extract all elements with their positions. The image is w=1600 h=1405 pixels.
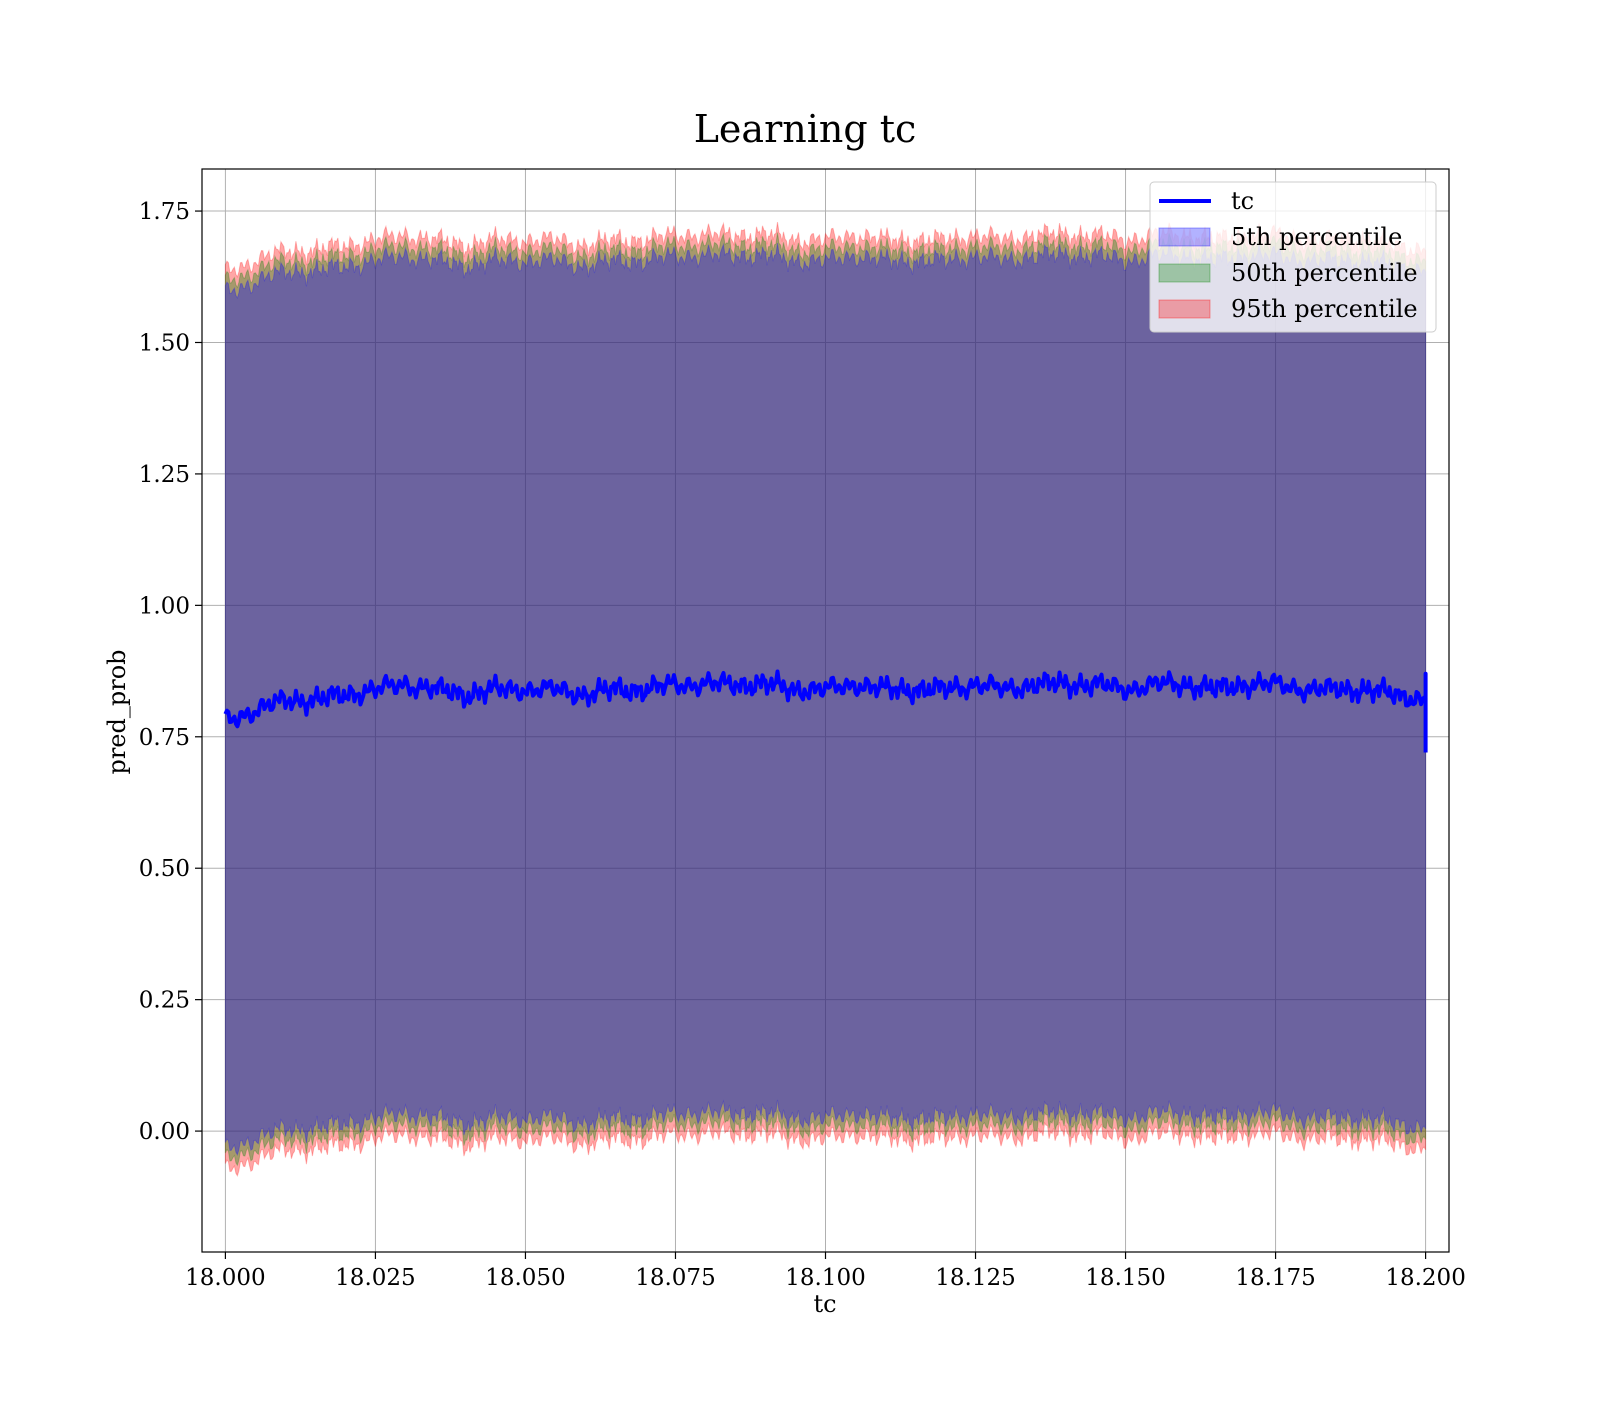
legend-swatch-5th [1158,227,1211,247]
x-tick-label: 18.175 [1235,1265,1315,1291]
band-95th-percentile [224,221,1427,1178]
y-axis-label: pred_prob [103,649,131,774]
x-tick-label: 18.100 [785,1265,865,1291]
band-50th-percentile [224,232,1427,1167]
legend-box [1149,181,1437,333]
legend-label-5th: 5th percentile [1231,223,1402,251]
y-tick-label: 0.50 [139,856,190,882]
legend-swatch-95th [1158,299,1211,319]
y-axis-ticks: 0.00 0.25 0.50 0.75 1.00 1.25 1.50 1.75 [139,199,202,1145]
y-tick-label: 0.25 [139,988,190,1014]
x-tick-label: 18.025 [335,1265,415,1291]
x-axis-ticks: 18.000 18.025 18.050 18.075 18.100 18.125 18.1… [185,1252,1466,1291]
x-tick-label: 18.075 [635,1265,715,1291]
grid-lines [202,169,1449,1252]
y-tick-label: 0.00 [139,1119,190,1145]
series-line-tc [223,669,1428,753]
x-tick-label: 18.200 [1385,1265,1465,1291]
band-5th-percentile [224,242,1427,1157]
x-tick-label: 18.150 [1085,1265,1165,1291]
x-tick-label: 18.125 [935,1265,1015,1291]
y-tick-label: 1.75 [139,199,190,225]
x-tick-label: 18.050 [485,1265,565,1291]
legend-label-50th: 50th percentile [1231,259,1418,287]
series-lines [223,669,1428,753]
legend-label-tc: tc [1231,187,1254,215]
legend: tc 5th percentile 50th percentile 95th p… [1149,181,1437,333]
percentile-bands [224,221,1427,1178]
chart-title: Learning tc [694,107,917,151]
legend-swatch-50th [1158,263,1211,283]
y-tick-label: 1.00 [139,593,190,619]
x-axis-label: tc [813,1290,836,1318]
legend-label-95th: 95th percentile [1231,295,1418,323]
y-tick-label: 0.75 [139,725,190,751]
y-tick-label: 1.50 [139,330,190,356]
x-tick-label: 18.000 [185,1265,265,1291]
y-tick-label: 1.25 [139,462,190,488]
